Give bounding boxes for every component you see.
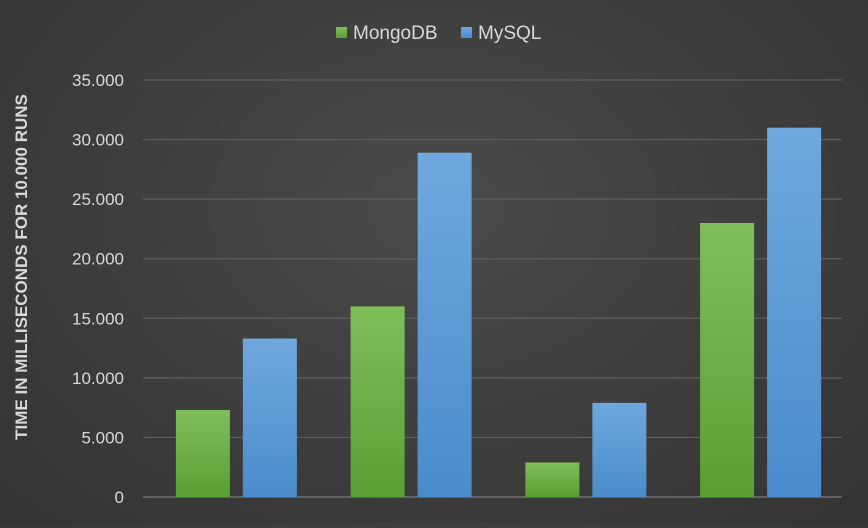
- bar-mysql-3[interactable]: [592, 402, 647, 497]
- bar-mongodb-4[interactable]: [700, 222, 755, 497]
- y-tick-label: 20.000: [72, 250, 124, 269]
- y-tick-label: 10.000: [72, 369, 124, 388]
- y-axis-ticks: 0 5.000 10.000 15.000 20.000 25.000 30.000 35.0…: [72, 71, 124, 507]
- legend[interactable]: MongoDB MySQL: [336, 23, 541, 44]
- bar-mysql-4[interactable]: [767, 127, 822, 498]
- bar-mongodb-3[interactable]: [525, 462, 580, 497]
- legend-swatch: [336, 27, 347, 38]
- y-tick-label: 25.000: [72, 190, 124, 209]
- legend-item-mongodb[interactable]: MongoDB: [336, 23, 438, 44]
- legend-label: MySQL: [478, 23, 541, 44]
- bar-mongodb-2[interactable]: [350, 306, 405, 497]
- bar-mysql-1[interactable]: [242, 338, 297, 497]
- bars: [175, 127, 822, 498]
- y-tick-label: 15.000: [72, 309, 124, 328]
- y-tick-label: 30.000: [72, 131, 124, 150]
- bar-mysql-2[interactable]: [417, 152, 472, 498]
- y-tick-label: 5.000: [81, 428, 124, 447]
- legend-label: MongoDB: [353, 23, 438, 44]
- y-tick-label: 0: [115, 488, 124, 507]
- legend-swatch: [461, 27, 472, 38]
- bar-mongodb-1[interactable]: [175, 410, 230, 497]
- y-tick-label: 35.000: [72, 71, 124, 90]
- y-axis-label: TIME IN MILLISECONDS FOR 10.000 RUNS: [12, 94, 31, 440]
- legend-item-mysql[interactable]: MySQL: [461, 23, 541, 44]
